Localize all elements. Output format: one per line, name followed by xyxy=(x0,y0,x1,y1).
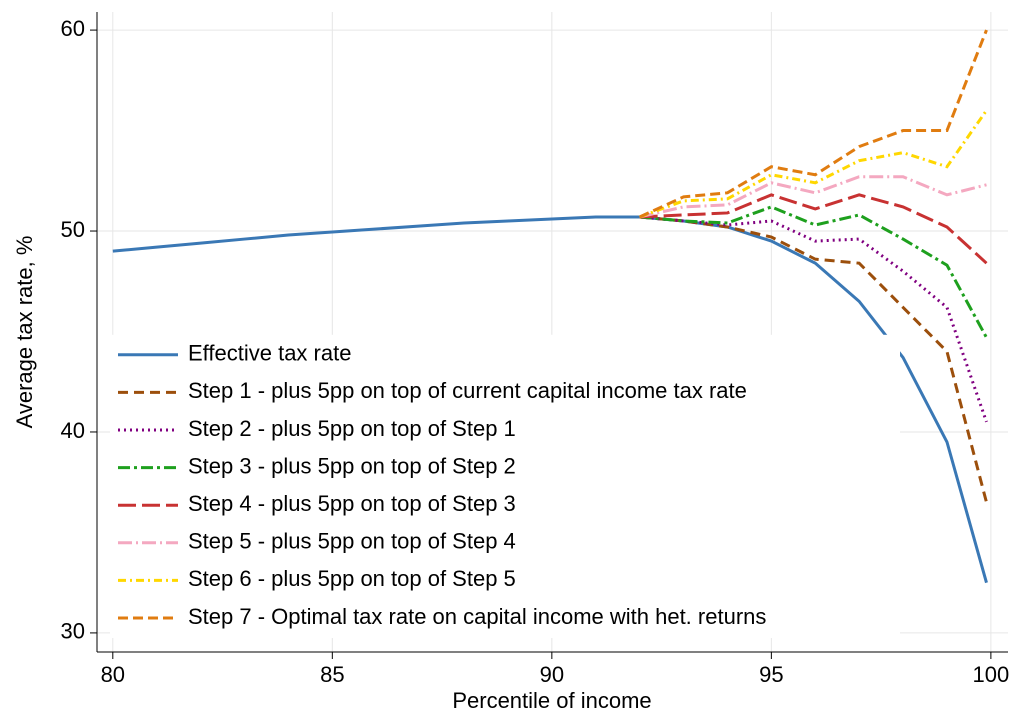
data-line xyxy=(639,29,988,219)
x-tick-label: 95 xyxy=(759,662,783,687)
legend-label: Step 1 - plus 5pp on top of current capi… xyxy=(188,378,747,403)
x-tick-label: 80 xyxy=(101,662,125,687)
legend-label: Step 7 - Optimal tax rate on capital inc… xyxy=(188,604,766,629)
x-axis-label: Percentile of income xyxy=(452,688,651,713)
data-line xyxy=(639,109,988,219)
data-line xyxy=(639,175,987,219)
data-line xyxy=(639,215,988,423)
data-line xyxy=(639,215,988,503)
y-tick-label: 60 xyxy=(61,16,85,41)
y-tick-label: 40 xyxy=(61,418,85,443)
y-axis-label: Average tax rate, % xyxy=(12,236,37,429)
legend-label: Effective tax rate xyxy=(188,341,351,366)
legend-label: Step 2 - plus 5pp on top of Step 1 xyxy=(188,416,516,441)
legend-label: Step 3 - plus 5pp on top of Step 2 xyxy=(188,453,516,478)
data-line xyxy=(112,215,988,584)
x-tick-label: 100 xyxy=(973,662,1010,687)
x-tick-label: 90 xyxy=(540,662,564,687)
x-tick-label: 85 xyxy=(320,662,344,687)
legend-label: Step 4 - plus 5pp on top of Step 3 xyxy=(188,491,516,516)
legend-box xyxy=(110,334,900,638)
data-line xyxy=(639,193,988,265)
legend-label: Step 5 - plus 5pp on top of Step 4 xyxy=(188,529,516,554)
legend-label: Step 6 - plus 5pp on top of Step 5 xyxy=(188,566,516,591)
y-tick-label: 30 xyxy=(61,619,85,644)
y-tick-label: 50 xyxy=(61,217,85,242)
